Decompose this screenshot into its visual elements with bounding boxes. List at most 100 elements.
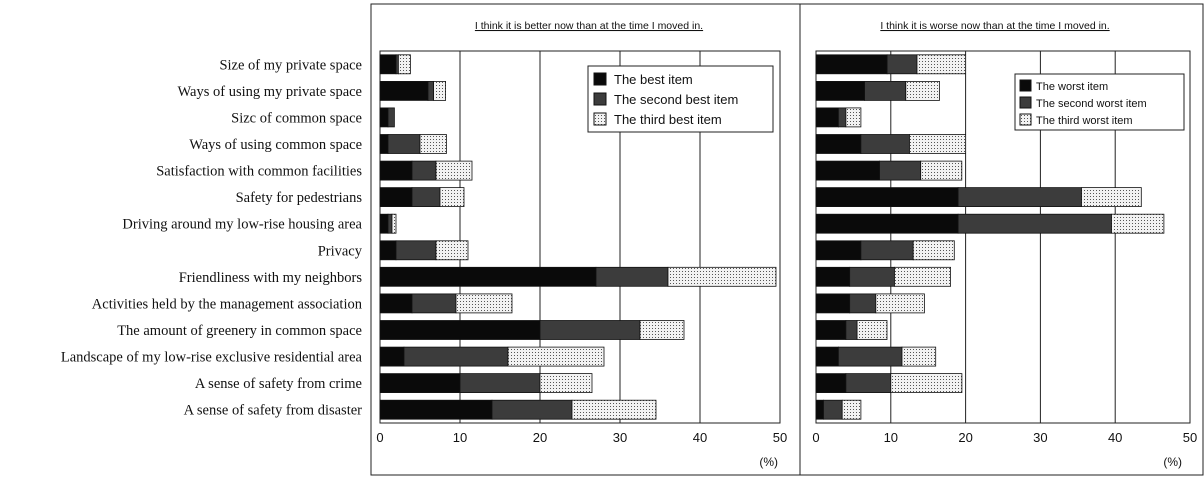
right-bar-third [1081, 187, 1142, 208]
category-label: Driving around my low-rise housing area [122, 217, 362, 233]
right-bar-first [815, 134, 862, 154]
left-bar-second [459, 373, 541, 394]
left-bar-second [411, 187, 441, 208]
left-bar-third [539, 373, 593, 394]
legend-label-second-worst: The second worst item [1036, 98, 1147, 110]
right-bar-second [879, 160, 922, 181]
left-plot-area [379, 50, 781, 424]
category-label: Satisfaction with common facilities [156, 164, 362, 180]
left-panel-title: I think it is better now than at the tim… [475, 20, 703, 32]
left-bar-second [539, 320, 641, 340]
left-bar-third [391, 213, 397, 234]
right-x-tick-label: 50 [1183, 430, 1197, 445]
right-x-tick-label: 0 [812, 430, 819, 445]
left-bar-first [379, 81, 429, 101]
right-bar-second [864, 81, 907, 101]
left-unit-label: (%) [759, 455, 778, 469]
right-bar-first [815, 54, 888, 75]
legend-label-best: The best item [614, 72, 693, 87]
right-bar-third [1111, 213, 1165, 234]
right-bar-third [890, 373, 963, 394]
left-bar-third [397, 54, 411, 75]
right-bar-second [860, 240, 914, 261]
legend-label-third-worst: The third worst item [1036, 115, 1133, 127]
category-label: A sense of safety from disaster [184, 403, 363, 419]
right-bar-first [815, 293, 851, 314]
left-bar-third [439, 187, 465, 208]
right-bar-second [845, 320, 858, 340]
left-bar-third [507, 346, 605, 367]
right-bar-first [815, 187, 959, 208]
left-bar-third [571, 399, 657, 420]
right-plot-area [815, 50, 1191, 424]
left-x-tick-label: 50 [773, 430, 787, 445]
right-bar-first [815, 240, 862, 261]
category-label: Sizc of common space [231, 110, 362, 126]
right-unit-label: (%) [1163, 455, 1182, 469]
right-bar-first [815, 266, 851, 287]
right-x-tick-label: 40 [1108, 430, 1122, 445]
left-bar-second [491, 399, 573, 420]
left-bar-second [411, 160, 437, 181]
left-bar-second [403, 346, 509, 367]
right-bar-third [856, 320, 888, 340]
left-bar-first [379, 187, 413, 208]
right-bar-first [815, 81, 865, 101]
legend-label-second-best: The second best item [614, 92, 738, 107]
right-bar-third [841, 399, 862, 420]
legend-swatch-third-worst [1019, 113, 1032, 126]
right-x-tick-label: 30 [1033, 430, 1047, 445]
right-bar-third [912, 240, 955, 261]
right-bar-first [815, 160, 880, 181]
right-bar-first [815, 346, 839, 367]
left-bar-first [379, 373, 461, 394]
right-bar-first [815, 373, 847, 394]
right-bar-second [957, 213, 1112, 234]
category-label: Ways of using common space [189, 137, 362, 153]
left-bar-first [379, 134, 389, 154]
left-legend: The best item The second best item The t… [587, 65, 774, 133]
right-bar-first [815, 213, 959, 234]
left-bar-second [387, 134, 421, 154]
left-bar-first [379, 240, 397, 261]
right-panel-frame [799, 3, 1204, 476]
right-bar-second [838, 346, 903, 367]
right-x-tick-label: 10 [884, 430, 898, 445]
left-bar-second [395, 240, 437, 261]
left-x-tick-label: 0 [376, 430, 383, 445]
right-bar-first [815, 107, 839, 128]
legend-swatch-third-best [593, 112, 607, 126]
left-bar-third [435, 240, 469, 261]
right-bar-third [901, 346, 937, 367]
category-label: Size of my private space [219, 57, 362, 73]
right-x-tick-label: 20 [958, 430, 972, 445]
left-bar-second [387, 107, 395, 128]
legend-label-third-best: The third best item [614, 112, 722, 127]
right-bar-third [909, 134, 966, 154]
legend-swatch-second-best [593, 92, 607, 106]
left-x-tick-label: 10 [453, 430, 467, 445]
right-bar-second [845, 373, 892, 394]
left-x-tick-label: 20 [533, 430, 547, 445]
legend-swatch-best [593, 72, 607, 86]
category-label: A sense of safety from crime [195, 376, 362, 392]
right-bar-third [920, 160, 963, 181]
left-bar-first [379, 54, 397, 75]
legend-swatch-second-worst [1019, 96, 1032, 109]
left-bar-third [419, 134, 447, 154]
left-bar-first [379, 346, 405, 367]
category-label: Friendliness with my neighbors [179, 270, 363, 286]
left-bar-first [379, 266, 597, 287]
category-label: The amount of greenery in common space [117, 323, 362, 339]
right-bar-second [823, 399, 843, 420]
category-label: Landscape of my low-rise exclusive resid… [61, 350, 363, 366]
right-bar-second [849, 266, 896, 287]
left-bar-second [595, 266, 669, 287]
right-bar-third [845, 107, 862, 128]
left-bar-first [379, 213, 389, 234]
left-bar-first [379, 160, 413, 181]
left-bar-third [667, 266, 777, 287]
legend-label-worst: The worst item [1036, 81, 1108, 93]
left-x-tick-label: 40 [693, 430, 707, 445]
